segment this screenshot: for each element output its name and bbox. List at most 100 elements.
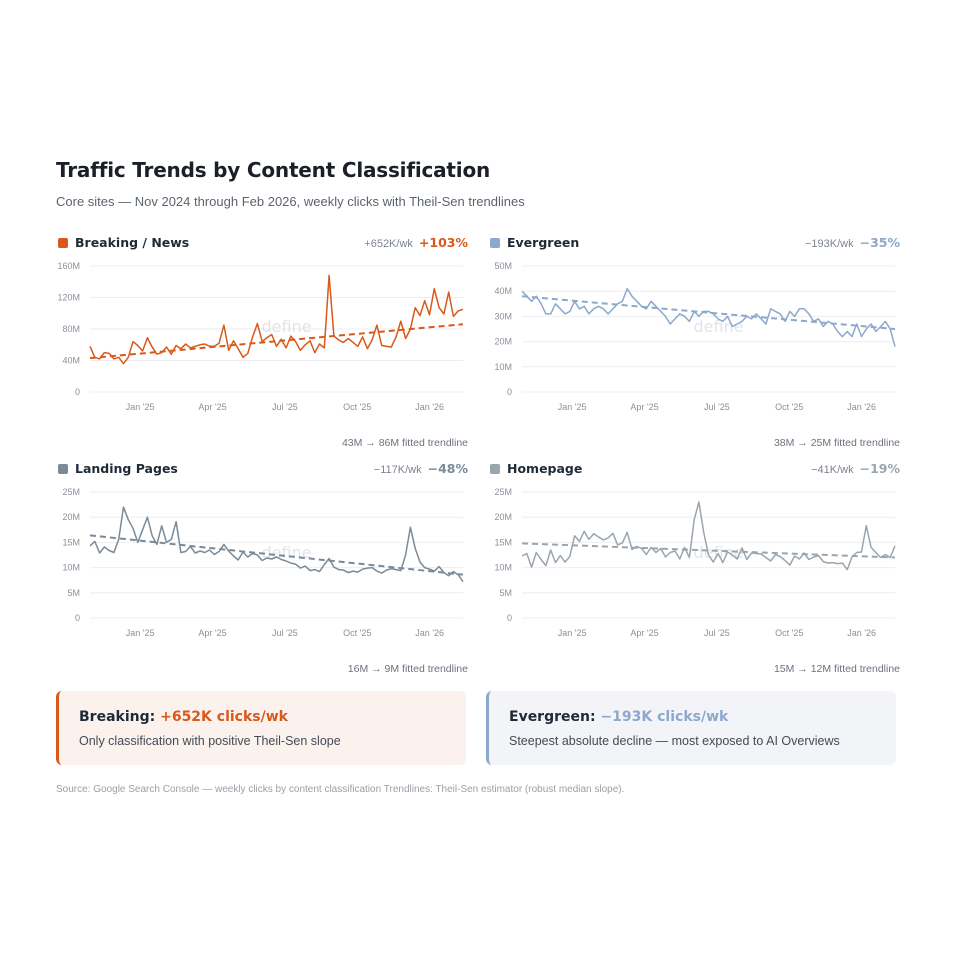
y-tick-label: 15M: [62, 537, 80, 547]
fitted-trendline-label: 15M → 12M fitted trendline: [773, 663, 900, 675]
panel-stats: −193K/wk −35%: [805, 235, 900, 250]
callout-headline: Evergreen: −193K clicks/wk: [509, 709, 896, 725]
y-tick-label: 20M: [62, 512, 80, 522]
series-swatch: [490, 463, 500, 474]
callout-label: Evergreen:: [509, 709, 596, 725]
y-tick-label: 120M: [58, 293, 80, 303]
y-tick-label: 0: [507, 387, 512, 397]
x-tick-label: Jul '25: [272, 402, 298, 412]
x-tick-label: Oct '25: [343, 402, 371, 412]
callout-label: Breaking:: [79, 709, 156, 725]
series-swatch: [58, 463, 68, 474]
fitted-trendline-label: 43M → 86M fitted trendline: [341, 437, 468, 449]
series-line: [89, 274, 464, 365]
x-tick-label: Jan '26: [847, 402, 876, 412]
page-subtitle: Core sites — Nov 2024 through Feb 2026, …: [56, 194, 525, 209]
y-tick-label: 25M: [494, 487, 512, 497]
callout-headline: Breaking: +652K clicks/wk: [79, 709, 466, 725]
pct-change: −48%: [427, 461, 468, 476]
chart-panel-landing-pages: Landing Pages −117K/wk −48% 0 5M 10M 15M 20M 2…: [58, 461, 468, 683]
callout-value: +652K clicks/wk: [160, 709, 288, 725]
x-tick-label: Jan '25: [558, 402, 587, 412]
y-tick-label: 30M: [494, 311, 512, 321]
x-tick-label: Jul '25: [272, 628, 298, 638]
line-chart: 0 10M 20M 30M 40M 50M define Jan '25 Apr '25 Jul …: [494, 261, 896, 412]
theil-sen-trendline: [521, 542, 896, 559]
panel-title: Homepage: [507, 461, 583, 476]
pct-change: −19%: [859, 461, 900, 476]
panel-title: Landing Pages: [75, 461, 178, 476]
y-tick-label: 50M: [494, 261, 512, 271]
watermark-logo: define: [261, 317, 311, 336]
y-tick-label: 10M: [494, 362, 512, 372]
y-tick-label: 0: [507, 613, 512, 623]
x-tick-label: Apr '25: [198, 628, 226, 638]
y-tick-label: 20M: [494, 337, 512, 347]
series-swatch: [58, 237, 68, 248]
line-chart: 0 40M 80M 120M 160M define Jan '25 Apr '25 Jul '…: [58, 261, 464, 412]
y-tick-label: 10M: [494, 563, 512, 573]
x-tick-label: Oct '25: [775, 628, 803, 638]
panel-stats: −117K/wk −48%: [374, 461, 468, 476]
y-tick-label: 20M: [494, 512, 512, 522]
series-swatch: [490, 237, 500, 248]
panel-stats: −41K/wk −19%: [811, 461, 900, 476]
x-tick-label: Jul '25: [704, 628, 730, 638]
x-tick-label: Apr '25: [198, 402, 226, 412]
callout-evergreen: Evergreen: −193K clicks/wk Steepest abso…: [486, 691, 896, 765]
chart-panel-evergreen: Evergreen −193K/wk −35% 0 10M 20M 30M 40M 50M d…: [490, 235, 900, 457]
series-line: [89, 506, 464, 583]
y-tick-label: 40M: [62, 356, 80, 366]
panel-header: Breaking / News: [58, 235, 189, 250]
theil-sen-trendline: [89, 323, 464, 360]
theil-sen-trendline: [89, 534, 464, 576]
pct-change: −35%: [859, 235, 900, 250]
y-tick-label: 5M: [499, 588, 512, 598]
panel-title: Evergreen: [507, 235, 580, 250]
x-tick-label: Jan '25: [558, 628, 587, 638]
x-tick-label: Jan '25: [126, 402, 155, 412]
callout-text: Only classification with positive Theil-…: [79, 734, 341, 748]
page-title: Traffic Trends by Content Classification: [56, 158, 491, 182]
x-tick-label: Jan '26: [415, 628, 444, 638]
y-tick-label: 80M: [62, 324, 80, 334]
y-tick-label: 5M: [67, 588, 80, 598]
slope-label: −193K/wk: [804, 238, 854, 250]
y-tick-label: 40M: [494, 286, 512, 296]
fitted-trendline-label: 16M → 9M fitted trendline: [347, 663, 468, 675]
source-note: Source: Google Search Console — weekly c…: [56, 784, 625, 795]
slope-label: −117K/wk: [373, 464, 422, 476]
theil-sen-trendline: [521, 295, 896, 330]
callout-text: Steepest absolute decline — most exposed…: [509, 734, 840, 748]
panel-stats: +652K/wk +103%: [364, 235, 468, 250]
x-tick-label: Oct '25: [775, 402, 803, 412]
panel-header: Landing Pages: [58, 461, 178, 476]
pct-change: +103%: [418, 235, 468, 250]
slope-label: +652K/wk: [364, 238, 413, 250]
y-tick-label: 0: [75, 613, 80, 623]
x-tick-label: Oct '25: [343, 628, 371, 638]
callout-breaking: Breaking: +652K clicks/wk Only classific…: [56, 691, 466, 765]
x-tick-label: Jan '26: [847, 628, 876, 638]
y-tick-label: 10M: [62, 563, 80, 573]
watermark-logo: define: [693, 317, 743, 336]
chart-panel-breaking-news: Breaking / News +652K/wk +103% 0 40M 80M 120…: [58, 235, 468, 457]
x-tick-label: Jan '25: [126, 628, 155, 638]
chart-panel-homepage: Homepage −41K/wk −19% 0 5M 10M 15M 20M 25M defi…: [490, 461, 900, 683]
x-tick-label: Apr '25: [630, 628, 658, 638]
x-tick-label: Apr '25: [630, 402, 658, 412]
slope-label: −41K/wk: [811, 464, 854, 476]
x-tick-label: Jan '26: [415, 402, 444, 412]
series-line: [521, 501, 896, 571]
panel-header: Evergreen: [490, 235, 579, 250]
y-tick-label: 15M: [494, 537, 512, 547]
callout-value: −193K clicks/wk: [600, 709, 729, 725]
y-tick-label: 0: [75, 387, 80, 397]
line-chart: 0 5M 10M 15M 20M 25M define Jan '25 Apr '25 Jul '…: [494, 487, 896, 638]
panel-title: Breaking / News: [75, 235, 190, 250]
panel-header: Homepage: [490, 461, 582, 476]
y-tick-label: 160M: [58, 261, 80, 271]
watermark-logo: define: [693, 543, 743, 562]
y-tick-label: 25M: [62, 487, 80, 497]
